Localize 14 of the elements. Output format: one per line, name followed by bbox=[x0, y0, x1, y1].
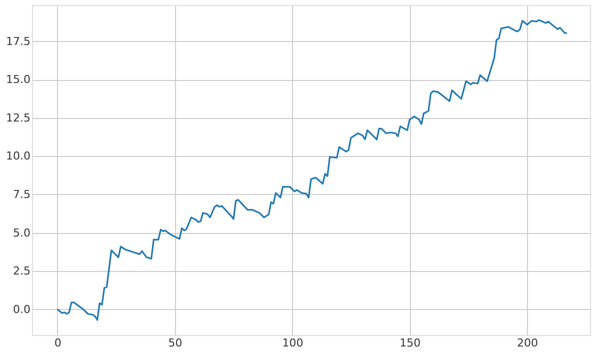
y-tick-label: 5.0 bbox=[13, 226, 30, 240]
y-tick-label: 0.0 bbox=[13, 302, 30, 316]
x-tick-label: 0 bbox=[54, 336, 62, 350]
x-tick-label: 200 bbox=[517, 336, 538, 350]
x-tick-label: 50 bbox=[168, 336, 182, 350]
x-tick-label: 100 bbox=[282, 336, 304, 350]
y-tick-label: 12.5 bbox=[6, 111, 30, 124]
y-tick-label: 10.0 bbox=[6, 150, 30, 163]
y-tick-label: 17.5 bbox=[6, 34, 30, 48]
x-tick-label: 150 bbox=[400, 336, 421, 350]
line-series bbox=[56, 19, 568, 321]
y-tick-label: 7.5 bbox=[13, 188, 30, 201]
y-tick-label: 15.0 bbox=[6, 73, 30, 86]
y-tick-label: 2.5 bbox=[13, 264, 30, 278]
